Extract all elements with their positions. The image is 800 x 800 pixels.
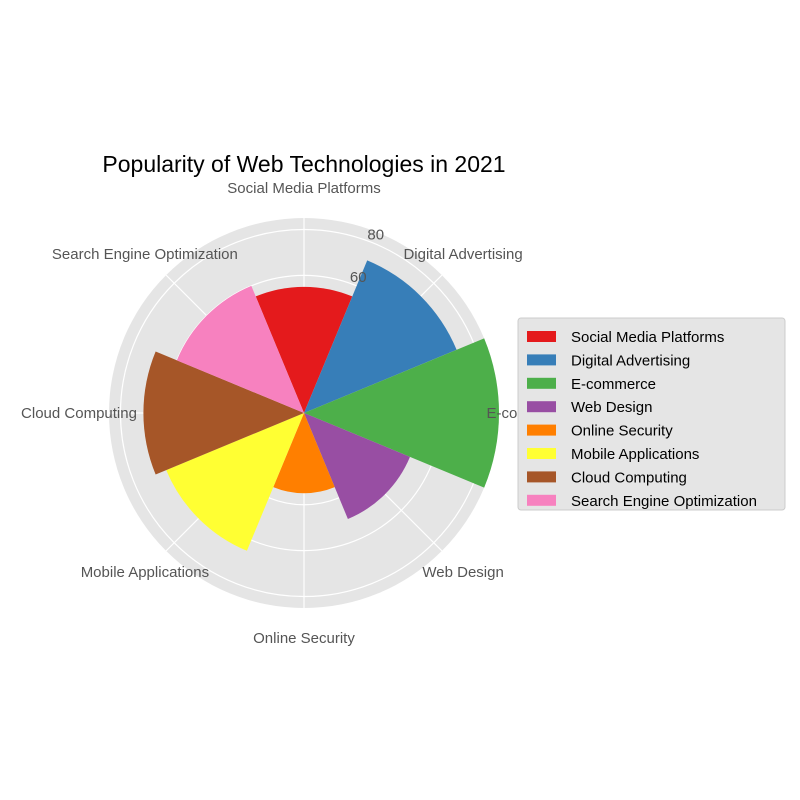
- legend-item-label: Mobile Applications: [571, 446, 699, 463]
- legend-item-label: Cloud Computing: [571, 469, 687, 486]
- bar-1: [304, 260, 457, 413]
- radial-tick-label: 80: [367, 227, 384, 244]
- radial-tick-labels: 80 60: [350, 227, 384, 286]
- bar-3: [304, 413, 410, 519]
- legend-item-label: Social Media Platforms: [571, 329, 724, 346]
- bar-7: [176, 285, 304, 413]
- legend-swatch: [527, 494, 556, 506]
- category-label: Search Engine Optimization: [52, 246, 238, 263]
- legend-swatch: [527, 377, 556, 389]
- legend-swatch: [527, 354, 556, 366]
- legend-swatch: [527, 471, 556, 483]
- legend-swatch: [527, 424, 556, 436]
- legend-swatch: [527, 331, 556, 342]
- legend: Social Media Platforms Digital Advertisin…: [517, 317, 786, 511]
- legend-item-label: Search Engine Optimization: [571, 493, 757, 510]
- radial-tick-label: 60: [350, 269, 367, 286]
- bar-6: [143, 351, 304, 475]
- legend-item-label: E-commerce: [571, 376, 656, 393]
- legend-item-label: Digital Advertising: [571, 352, 690, 369]
- bar-0: [255, 286, 353, 413]
- category-label: Mobile Applications: [81, 564, 209, 581]
- legend-item-label: Web Design: [571, 399, 652, 416]
- category-label: Social Media Platforms: [227, 180, 380, 197]
- category-label: Digital Advertising: [403, 246, 522, 263]
- category-label: Cloud Computing: [21, 405, 137, 422]
- bar-2: [304, 338, 499, 488]
- category-label: Web Design: [422, 564, 503, 581]
- bar-4: [273, 413, 335, 494]
- legend-item-label: Online Security: [571, 423, 673, 440]
- legend-swatch: [527, 401, 556, 413]
- legend-box: [517, 317, 786, 511]
- chart-title: Popularity of Web Technologies in 2021: [102, 151, 505, 177]
- polar-bars: [143, 260, 499, 551]
- bar-5: [166, 413, 304, 551]
- legend-swatch: [527, 448, 556, 459]
- category-label: Online Security: [253, 630, 355, 647]
